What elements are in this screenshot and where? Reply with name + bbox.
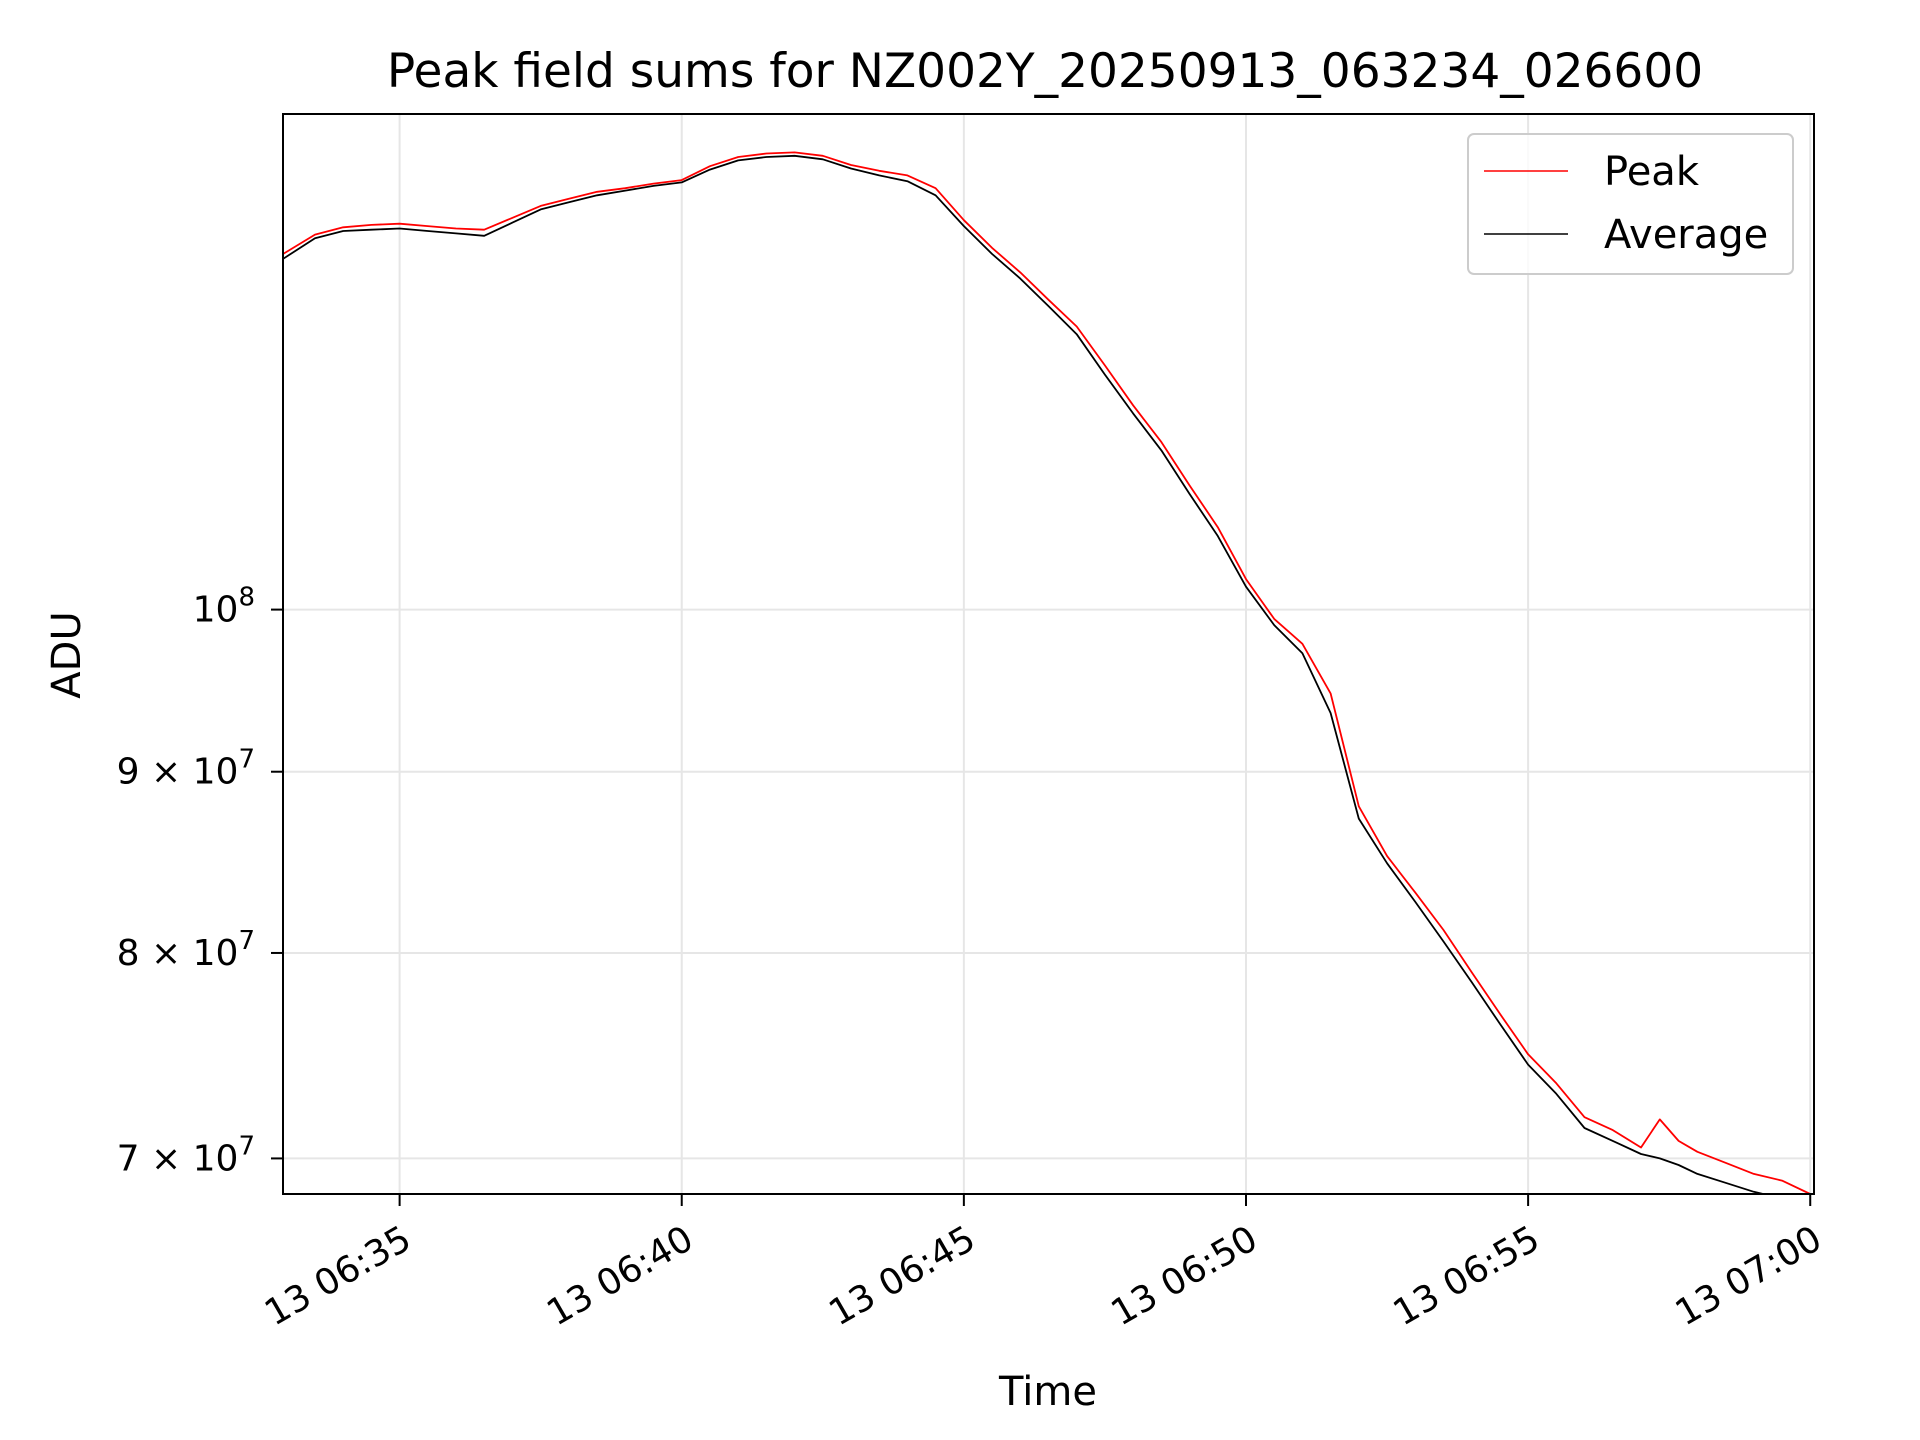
y-tick-label: 108 (193, 583, 255, 631)
x-tick-label: 13 06:45 (822, 1218, 982, 1334)
x-tick-label: 13 06:55 (1387, 1218, 1547, 1334)
x-tick-label: 13 07:00 (1669, 1218, 1829, 1334)
y-axis: 7 × 107 8 × 107 9 × 107 108 (117, 583, 283, 1179)
legend-label-average: Average (1604, 212, 1768, 258)
plot-frame (282, 113, 1815, 1195)
x-tick-label: 13 06:40 (540, 1218, 700, 1334)
gridlines (283, 114, 1814, 1194)
y-axis-label: ADU (44, 611, 90, 698)
y-tick-label: 7 × 107 (117, 1131, 255, 1179)
x-axis: 13 06:35 13 06:40 13 06:45 13 06:50 13 06:55… (258, 1194, 1829, 1334)
x-axis-label: Time (998, 1369, 1097, 1415)
x-tick-label: 13 06:50 (1105, 1218, 1265, 1334)
chart-title: Peak field sums for NZ002Y_20250913_0632… (387, 44, 1703, 99)
series-layer (283, 151, 1811, 1194)
x-tick-label: 13 06:35 (258, 1218, 418, 1334)
legend-box (1467, 133, 1794, 275)
y-tick-label: 8 × 107 (117, 926, 255, 974)
y-tick-label: 9 × 107 (117, 745, 255, 793)
legend-label-peak: Peak (1604, 149, 1700, 195)
series-line-average (283, 154, 1767, 1194)
series-line-peak (283, 151, 1811, 1194)
legend: Peak Average (1467, 133, 1794, 275)
